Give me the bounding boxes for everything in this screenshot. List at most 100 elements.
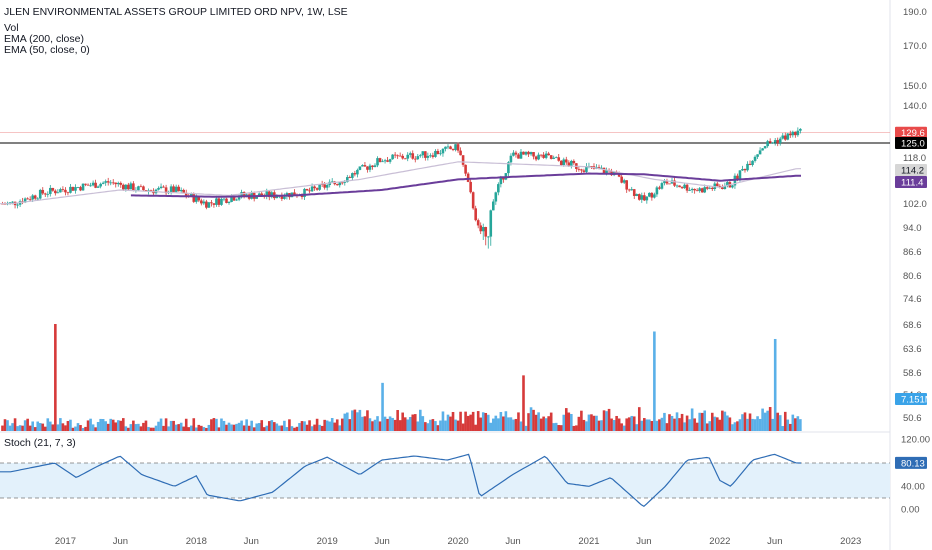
- candle-body: [557, 157, 561, 161]
- volume-bar: [346, 412, 349, 431]
- candle-body: [532, 152, 535, 157]
- candle-body: [680, 187, 684, 189]
- volume-bar: [401, 412, 404, 431]
- candle-body: [544, 153, 548, 158]
- volume-bar: [690, 408, 694, 431]
- candle-body: [454, 144, 457, 150]
- volume-bar: [517, 412, 520, 431]
- candle-body: [86, 184, 90, 186]
- volume-bar: [275, 423, 279, 431]
- time-tick-label: Jun: [767, 536, 782, 547]
- candle-body: [723, 186, 727, 190]
- volume-bar: [446, 414, 450, 431]
- volume-bar: [557, 425, 561, 431]
- volume-bar: [33, 427, 37, 431]
- candle-body: [335, 184, 339, 186]
- candle-body: [406, 154, 410, 159]
- volume-bar: [388, 416, 392, 431]
- candle-body: [519, 151, 523, 159]
- volume-bar: [695, 422, 699, 431]
- volume-bar: [381, 382, 384, 431]
- volume-bar: [137, 423, 140, 431]
- volume-bar: [794, 418, 797, 431]
- volume-bar: [64, 425, 67, 431]
- candle-body: [668, 183, 671, 185]
- candle-body: [635, 194, 639, 196]
- volume-bar: [300, 421, 304, 431]
- candle-body: [552, 157, 556, 159]
- volume-bar: [122, 418, 125, 431]
- volume-bar: [441, 411, 445, 431]
- candle-body: [300, 195, 304, 198]
- candle-body: [660, 183, 664, 189]
- volume-bar: [796, 416, 800, 431]
- volume-bar: [494, 415, 498, 431]
- volume-bar: [564, 408, 568, 431]
- volume-bar: [270, 420, 274, 431]
- candle-body: [351, 173, 354, 178]
- candle-body: [675, 185, 679, 187]
- price-tick-label: 63.6: [903, 344, 922, 355]
- candle-body: [119, 182, 123, 185]
- candle-body: [471, 192, 475, 209]
- volume-bar: [242, 425, 246, 431]
- candle-body: [514, 152, 518, 155]
- candle-body: [172, 186, 175, 192]
- volume-bar: [461, 423, 465, 431]
- candle-body: [184, 192, 188, 196]
- volume-bar: [305, 424, 309, 431]
- price-tick-label: 170.0: [903, 41, 927, 52]
- volume-bar: [257, 423, 261, 431]
- volume-bar: [51, 424, 55, 431]
- volume-bar: [144, 420, 148, 431]
- candle-body: [325, 185, 329, 188]
- volume-bar: [56, 424, 60, 431]
- ema200-badge: 111.4: [901, 178, 923, 189]
- candle-body: [758, 150, 762, 155]
- candle-body: [464, 164, 467, 174]
- candle-body: [683, 184, 686, 189]
- candle-body: [542, 154, 545, 158]
- volume-bar: [376, 416, 379, 431]
- candle-body: [313, 186, 316, 189]
- volume-bar: [529, 407, 533, 431]
- volume-bar: [124, 426, 128, 431]
- volume-bar: [474, 424, 477, 431]
- candle-body: [94, 182, 97, 188]
- volume-bar: [116, 420, 120, 431]
- volume-bar: [184, 418, 188, 431]
- volume-bar: [222, 420, 226, 431]
- candle-body: [658, 187, 661, 189]
- volume-bar: [91, 424, 95, 431]
- volume-bar: [393, 419, 397, 431]
- volume-bar: [713, 416, 717, 431]
- volume-bar: [635, 424, 639, 431]
- candle-body: [157, 187, 160, 190]
- candle-body: [61, 189, 65, 190]
- candle-body: [235, 199, 238, 201]
- volume-bar: [348, 419, 352, 431]
- candle-body: [527, 151, 530, 155]
- candle-body: [439, 153, 442, 155]
- candle-body: [23, 198, 27, 203]
- candle-body: [74, 187, 77, 191]
- volume-bar: [94, 427, 97, 431]
- volume-bar: [522, 375, 525, 431]
- candle-body: [315, 188, 319, 190]
- volume-bar: [675, 412, 679, 431]
- candle-body: [648, 192, 651, 197]
- volume-bar: [3, 419, 7, 431]
- candle-body: [398, 155, 402, 157]
- volume-bar: [607, 408, 611, 431]
- candle-body: [230, 197, 233, 202]
- volume-bar: [293, 427, 296, 431]
- volume-bar: [751, 418, 754, 431]
- candle-body: [597, 167, 601, 169]
- volume-bar: [605, 411, 608, 431]
- candle-body: [426, 155, 430, 158]
- candle-body: [36, 198, 40, 200]
- volume-bar: [290, 426, 294, 431]
- candle-body: [703, 187, 707, 193]
- candle-body: [104, 181, 107, 183]
- resistance-badge-bg: [895, 137, 927, 149]
